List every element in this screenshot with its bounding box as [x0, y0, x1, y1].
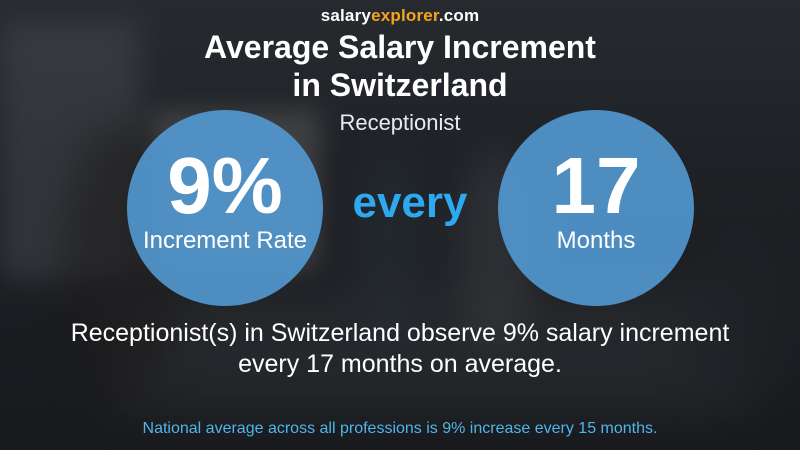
- brand-salary-text: salary: [320, 6, 372, 25]
- summary-line-2: every 17 months on average.: [238, 350, 562, 378]
- background-person: [345, 145, 435, 355]
- increment-rate-circle: 9% Increment Rate: [127, 110, 323, 306]
- title-line-1: Average Salary Increment: [204, 29, 596, 65]
- every-connector: every: [352, 178, 468, 227]
- summary-line-1: Receptionist(s) in Switzerland observe 9…: [70, 319, 730, 347]
- job-title-subtitle: Receptionist: [339, 110, 461, 135]
- summary-text: Receptionist(s) in Switzerland observe 9…: [20, 318, 780, 380]
- months-value: 17: [551, 141, 641, 230]
- increment-rate-value: 9%: [167, 141, 283, 230]
- months-label: Months: [556, 227, 636, 254]
- background-table: [120, 290, 740, 410]
- brand-tld-text: .com: [438, 6, 480, 25]
- increment-rate-label: Increment Rate: [142, 227, 308, 254]
- brand-explorer-text: explorer: [371, 6, 439, 25]
- brand-logo[interactable]: salaryexplorer.com: [0, 6, 800, 26]
- background-person: [680, 230, 800, 410]
- page-title: Average Salary Increment in Switzerland: [0, 28, 800, 104]
- national-average-note: National average across all professions …: [142, 420, 658, 437]
- title-line-2: in Switzerland: [292, 67, 508, 103]
- months-circle: 17 Months: [498, 110, 694, 306]
